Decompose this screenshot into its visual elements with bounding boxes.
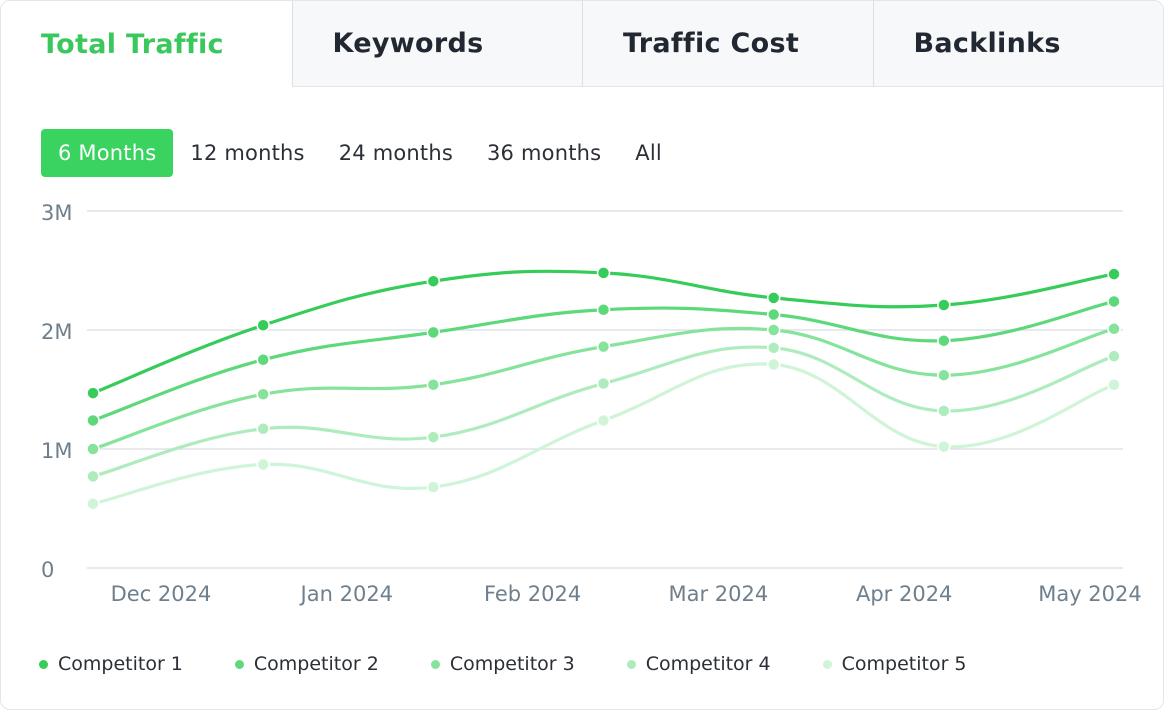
data-point-competitor-5-1	[256, 457, 270, 472]
tab-backlinks[interactable]: Backlinks	[872, 1, 1163, 87]
data-point-competitor-4-0	[86, 469, 100, 484]
tab-bar: Total Traffic Keywords Traffic Cost Back…	[1, 1, 1163, 87]
data-point-competitor-2-3	[596, 303, 611, 317]
y-tick-label-3: 3M	[41, 201, 72, 225]
data-point-competitor-5-2	[426, 480, 441, 494]
tab-traffic-cost[interactable]: Traffic Cost	[582, 1, 873, 87]
data-point-competitor-3-1	[256, 387, 270, 402]
y-tick-label-0: 0	[41, 558, 54, 582]
x-tick-label-5: May 2024	[1038, 582, 1142, 606]
range-all-button[interactable]: All	[635, 141, 662, 165]
data-point-competitor-3-0	[86, 442, 100, 456]
range-36-months-button[interactable]: 36 months	[487, 141, 602, 165]
data-point-competitor-3-4	[766, 323, 781, 337]
data-point-competitor-1-0	[86, 386, 100, 400]
data-point-competitor-5-5	[937, 439, 951, 454]
data-point-competitor-2-5	[937, 333, 951, 348]
data-point-competitor-4-4	[766, 341, 781, 355]
legend-item-competitor-5[interactable]: Competitor 5	[822, 653, 967, 675]
y-tick-label-2: 2M	[41, 320, 72, 344]
data-point-competitor-2-0	[86, 413, 100, 428]
data-point-competitor-4-1	[256, 422, 270, 436]
tab-total-traffic[interactable]: Total Traffic	[1, 1, 292, 87]
series-line-competitor-2	[91, 299, 1116, 423]
series-line-competitor-4	[91, 345, 1116, 478]
data-point-competitor-2-4	[766, 307, 781, 322]
data-point-competitor-1-5	[937, 298, 951, 312]
traffic-line-chart: 0 1M 2M 3M Dec 2024 Jan 2024 Feb 2024 Mar 2024 A…	[41, 201, 1142, 606]
legend-label-competitor-5: Competitor 5	[841, 653, 967, 675]
data-point-competitor-1-4	[766, 291, 781, 305]
legend-label-competitor-3: Competitor 3	[449, 653, 575, 675]
data-point-competitor-5-4	[766, 357, 781, 372]
legend-item-competitor-3[interactable]: Competitor 3	[430, 653, 575, 675]
tab-keywords[interactable]: Keywords	[291, 1, 582, 87]
legend-item-competitor-4[interactable]: Competitor 4	[626, 653, 771, 675]
x-tick-label-3: Mar 2024	[669, 582, 769, 606]
legend-marker-competitor-2	[234, 659, 244, 669]
x-tick-label-0: Dec 2024	[111, 582, 212, 606]
legend-label-competitor-1: Competitor 1	[58, 653, 183, 675]
legend-label-competitor-4: Competitor 4	[645, 653, 771, 675]
data-point-competitor-2-6	[1107, 294, 1121, 309]
x-tick-label-1: Jan 2024	[299, 582, 394, 606]
y-tick-label-1: 1M	[41, 439, 72, 463]
legend-item-competitor-2[interactable]: Competitor 2	[234, 653, 379, 675]
x-tick-label-4: Apr 2024	[856, 582, 952, 606]
data-point-competitor-5-3	[596, 413, 611, 428]
range-6-months-button[interactable]: 6 Months	[41, 129, 174, 177]
data-point-competitor-4-5	[937, 404, 951, 418]
range-24-months-button[interactable]: 24 months	[338, 141, 453, 165]
data-point-competitor-4-6	[1107, 349, 1121, 363]
data-point-competitor-4-3	[596, 376, 611, 391]
data-point-competitor-3-5	[937, 368, 951, 382]
chart-legend: Competitor 1 Competitor 2 Competitor 3 C…	[39, 649, 1019, 679]
data-point-competitor-1-6	[1107, 267, 1121, 281]
data-point-competitor-1-2	[426, 274, 441, 288]
x-tick-label-2: Feb 2024	[484, 582, 581, 606]
data-point-competitor-2-2	[426, 325, 441, 340]
legend-marker-competitor-5	[822, 659, 832, 669]
data-point-competitor-1-3	[596, 266, 611, 280]
legend-item-competitor-1[interactable]: Competitor 1	[39, 653, 183, 675]
legend-label-competitor-2: Competitor 2	[253, 653, 379, 675]
range-selector: 6 Months 12 months 24 months 36 months A…	[41, 129, 679, 177]
data-point-competitor-4-2	[426, 430, 441, 444]
data-point-competitor-3-3	[596, 339, 611, 354]
legend-marker-competitor-1	[39, 659, 48, 669]
legend-marker-competitor-4	[626, 659, 636, 669]
data-point-competitor-3-2	[426, 377, 441, 392]
data-point-competitor-3-6	[1107, 322, 1121, 336]
data-point-competitor-5-0	[86, 496, 100, 511]
legend-marker-competitor-3	[430, 659, 440, 669]
range-12-months-button[interactable]: 12 months	[190, 141, 305, 165]
data-point-competitor-2-1	[256, 353, 270, 367]
data-point-competitor-1-1	[256, 318, 270, 332]
data-point-competitor-5-6	[1107, 377, 1121, 392]
